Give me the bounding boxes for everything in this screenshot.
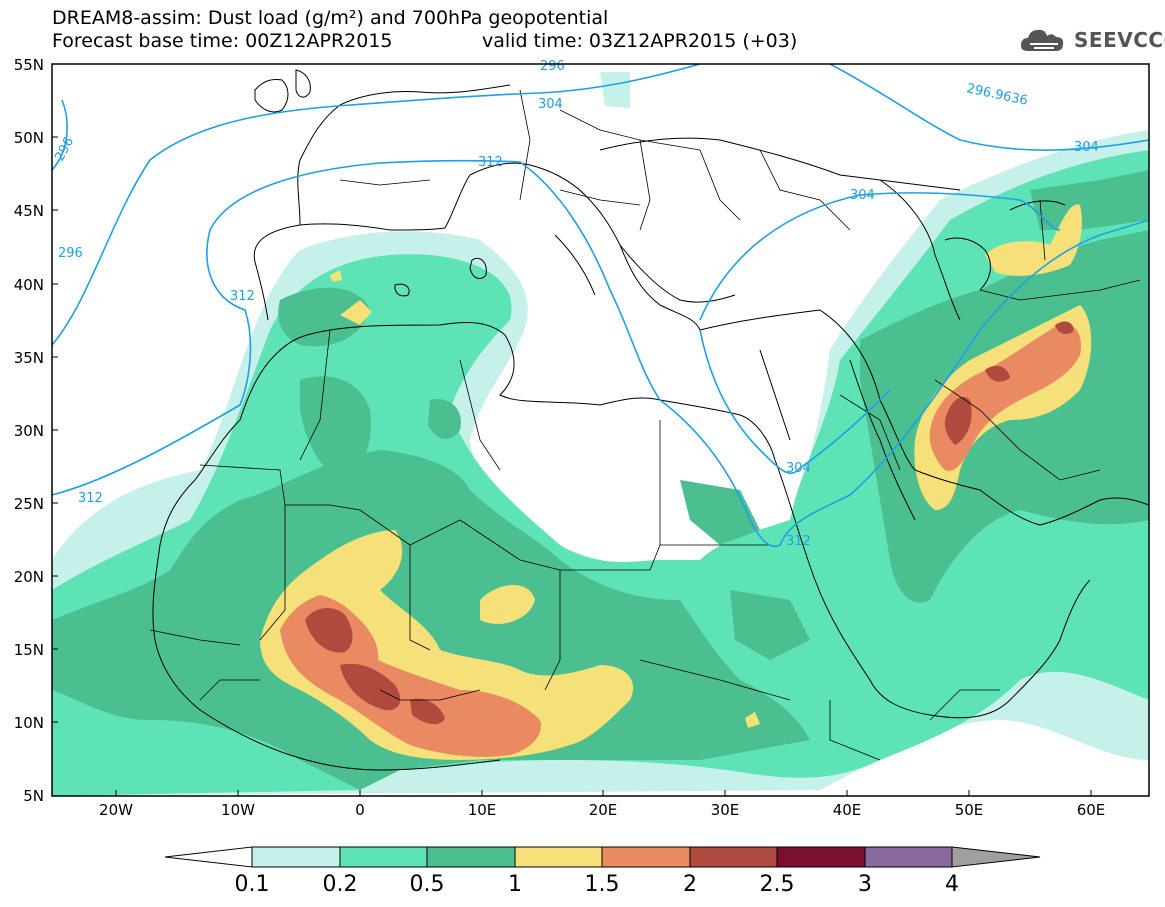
geopotential-contours <box>52 64 1149 547</box>
lon-label: 50E <box>954 801 984 819</box>
contour-label: 312 <box>478 155 503 170</box>
colorbar-swatch <box>339 846 428 868</box>
lat-label: 10N <box>13 714 44 732</box>
lon-label: 10E <box>467 801 497 819</box>
lat-label: 15N <box>13 641 44 659</box>
lat-label: 30N <box>13 422 44 440</box>
colorbar-swatch <box>864 846 953 868</box>
colorbar-label: 2.5 <box>759 872 795 897</box>
contour-label: 304 <box>850 188 875 203</box>
colorbar <box>164 846 1041 868</box>
lon-label: 20E <box>588 801 618 819</box>
colorbar-swatch <box>426 846 516 868</box>
lon-label: 30E <box>710 801 740 819</box>
colorbar-label: 0.2 <box>322 872 358 897</box>
lon-label: 20W <box>99 801 133 819</box>
chart-title: DREAM8-assim: Dust load (g/m²) and 700hP… <box>52 7 609 29</box>
colorbar-swatch <box>776 846 866 868</box>
dust-fields <box>52 72 1149 796</box>
colorbar-label: 0.1 <box>234 872 270 897</box>
lat-label: 5N <box>23 787 44 805</box>
logo-text: SEEVCCC <box>1074 28 1165 52</box>
contour-label: 296 <box>58 246 83 261</box>
colorbar-label: 2 <box>683 872 697 897</box>
dust-level-2 <box>305 321 1074 725</box>
colorbar-label: 4 <box>945 872 959 897</box>
colorbar-right-triangle <box>951 846 1041 868</box>
contour-label: 304 <box>538 97 563 112</box>
lat-label: 50N <box>13 129 44 147</box>
contour-label: 304 <box>1074 140 1099 155</box>
colorbar-label: 0.5 <box>409 872 445 897</box>
lat-label: 20N <box>13 568 44 586</box>
seevccc-logo: SEEVCCC <box>1018 24 1165 56</box>
contour-label: 312 <box>78 491 103 506</box>
lat-label: 35N <box>13 349 44 367</box>
lat-label: 40N <box>13 276 44 294</box>
colorbar-label: 1 <box>508 872 522 897</box>
colorbar-swatch <box>601 846 691 868</box>
lat-label: 45N <box>13 202 44 220</box>
chart-subtitle: Forecast base time: 00Z12APR2015 valid ti… <box>52 30 797 52</box>
cloud-logo-icon <box>1020 29 1064 51</box>
lon-label: 60E <box>1076 801 1106 819</box>
colorbar-label: 3 <box>858 872 872 897</box>
contour-label: 304 <box>786 461 811 476</box>
country-borders <box>149 89 1141 761</box>
colorbar-swatch <box>514 846 603 868</box>
lat-label: 25N <box>13 495 44 513</box>
forecast-base-time: Forecast base time: 00Z12APR2015 <box>52 30 393 52</box>
axis-ticks <box>52 63 1092 796</box>
contour-label: 312 <box>230 289 255 304</box>
lon-label: 10W <box>221 801 255 819</box>
colorbar-swatch <box>689 846 778 868</box>
lon-label: 40E <box>832 801 862 819</box>
contour-label: 296 <box>540 59 565 74</box>
colorbar-swatch <box>251 846 341 868</box>
lon-label: 0 <box>355 801 365 819</box>
valid-time: valid time: 03Z12APR2015 (+03) <box>482 30 798 52</box>
colorbar-label: 1.5 <box>584 872 620 897</box>
lat-label: 55N <box>13 56 44 74</box>
contour-label: 312 <box>786 534 811 549</box>
colorbar-left-triangle <box>164 846 253 868</box>
